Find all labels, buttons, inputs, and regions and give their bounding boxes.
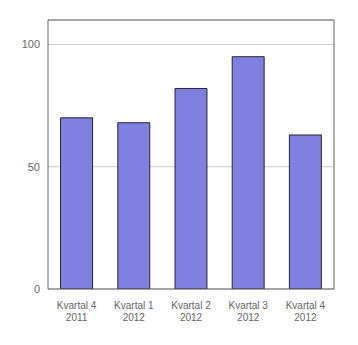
- svg-text:0: 0: [34, 283, 40, 295]
- svg-text:50: 50: [28, 161, 40, 173]
- svg-text:Kvartal 12012: Kvartal 12012: [114, 300, 154, 323]
- svg-text:Kvartal 32012: Kvartal 32012: [228, 300, 268, 323]
- svg-text:Kvartal 22012: Kvartal 22012: [171, 300, 211, 323]
- svg-text:Kvartal 42012: Kvartal 42012: [286, 300, 326, 323]
- svg-text:Kvartal 42011: Kvartal 42011: [57, 300, 97, 323]
- svg-text:100: 100: [22, 38, 40, 50]
